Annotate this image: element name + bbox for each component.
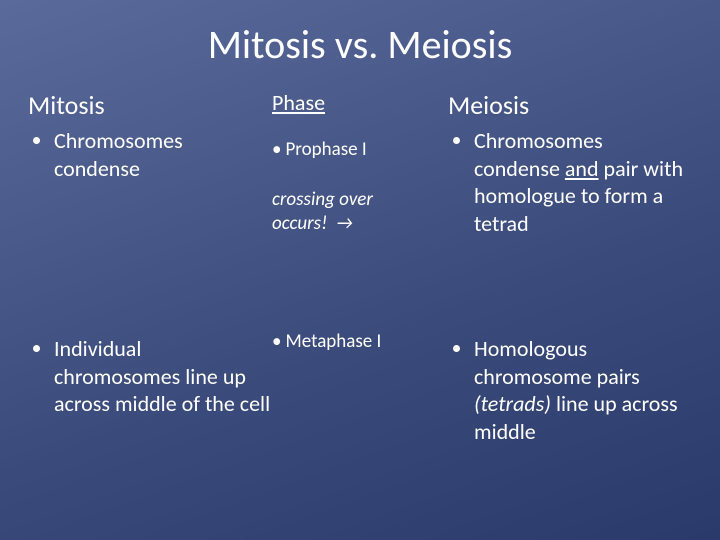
column-phase: Phase • Prophase I crossing over occurs!… bbox=[272, 89, 448, 467]
arrow-icon: → bbox=[336, 212, 353, 235]
meiosis-row2-italic: (tetrads) bbox=[474, 390, 551, 417]
crossing-over-note: crossing over occurs! → bbox=[272, 188, 448, 236]
mitosis-heading: Mitosis bbox=[28, 89, 272, 121]
slide-title: Mitosis vs. Meiosis bbox=[0, 0, 720, 89]
phase-metaphase-label: Metaphase I bbox=[285, 330, 381, 354]
meiosis-row2: Homologous chromosome pairs (tetrads) li… bbox=[448, 335, 692, 449]
mitosis-metaphase-bullet: Individual chromosomes line up across mi… bbox=[54, 335, 272, 418]
bullet-dot-icon: • bbox=[272, 138, 281, 162]
meiosis-prophase-bullet: Chromosomes condense and pair with homol… bbox=[474, 127, 692, 237]
meiosis-row1: Chromosomes condense and pair with homol… bbox=[448, 127, 692, 277]
mitosis-row2: Individual chromosomes line up across mi… bbox=[28, 335, 272, 422]
mitosis-prophase-bullet: Chromosomes condense bbox=[54, 127, 272, 182]
meiosis-metaphase-bullet: Homologous chromosome pairs (tetrads) li… bbox=[474, 335, 692, 445]
phase-row1: • Prophase I crossing over occurs! → bbox=[272, 122, 448, 272]
phase-prophase-label: Prophase I bbox=[285, 138, 366, 162]
meiosis-heading: Meiosis bbox=[448, 89, 692, 121]
phase-heading: Phase bbox=[272, 89, 448, 116]
meiosis-row1-underline: and bbox=[565, 155, 599, 182]
phase-metaphase: • Metaphase I bbox=[272, 330, 448, 354]
phase-prophase: • Prophase I bbox=[272, 138, 448, 162]
crossing-over-text: crossing over occurs! bbox=[272, 188, 373, 235]
phase-row2: • Metaphase I bbox=[272, 330, 448, 354]
bullet-dot-icon: • bbox=[272, 330, 281, 354]
mitosis-row1: Chromosomes condense bbox=[28, 127, 272, 277]
column-meiosis: Meiosis Chromosomes condense and pair wi… bbox=[448, 89, 692, 467]
column-mitosis: Mitosis Chromosomes condense Individual … bbox=[28, 89, 272, 467]
meiosis-row2-pre: Homologous chromosome pairs bbox=[474, 335, 640, 390]
content-columns: Mitosis Chromosomes condense Individual … bbox=[0, 89, 720, 467]
